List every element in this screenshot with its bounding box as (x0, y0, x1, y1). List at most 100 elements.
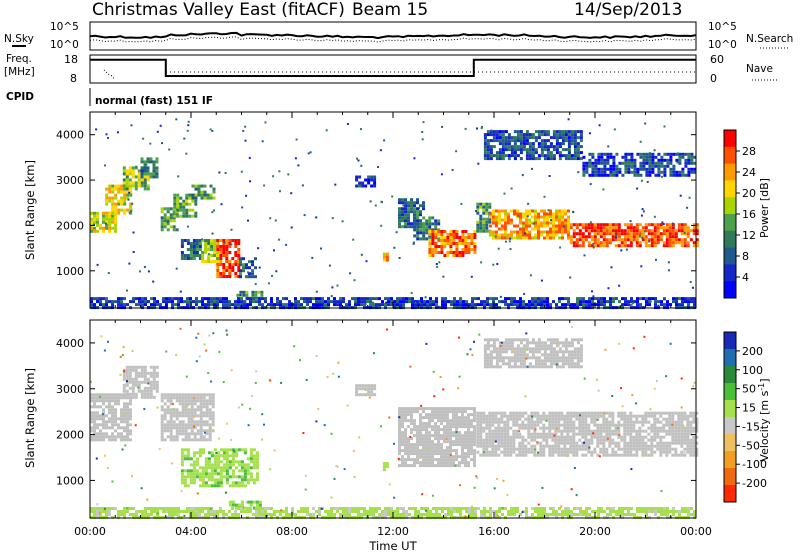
power-cell (522, 236, 525, 240)
power-cell (380, 224, 383, 227)
velocity-ground-scatter-cell (579, 350, 583, 354)
velocity-ground-scatter-cell (611, 447, 615, 451)
power-cell (452, 254, 456, 257)
velocity-ground-scatter-cell (506, 438, 510, 442)
power-cell (695, 223, 699, 227)
power-cell (491, 215, 495, 219)
velocity-ground-scatter-cell (620, 435, 624, 439)
power-cell (525, 130, 529, 134)
power-cell (146, 166, 150, 170)
velocity-ground-scatter-cell (473, 440, 476, 444)
velocity-ground-scatter-cell (566, 411, 570, 415)
power-cell (609, 155, 613, 159)
velocity-ground-scatter-cell (552, 347, 556, 351)
power-cell (198, 300, 201, 304)
velocity-ground-scatter-cell (422, 458, 425, 462)
power-colorbar-swatch (724, 130, 736, 148)
power-cell (111, 187, 115, 191)
velocity-cell (219, 475, 223, 479)
power-cell (584, 238, 588, 242)
power-cell (588, 303, 591, 307)
velocity-ground-scatter-cell (461, 446, 464, 450)
power-cell (690, 158, 694, 162)
velocity-ground-scatter-cell (199, 396, 203, 400)
power-cell (543, 157, 547, 161)
power-cell (549, 230, 552, 234)
velocity-ground-scatter-cell (111, 393, 114, 397)
power-cell (239, 303, 241, 306)
power-cell (656, 232, 660, 236)
power-cell (127, 198, 130, 201)
power-cell (461, 239, 465, 242)
velocity-ground-scatter-cell (492, 344, 496, 348)
velocity-ground-scatter-cell (114, 420, 117, 424)
velocity-ground-scatter-cell (205, 420, 209, 424)
velocity-ground-scatter-cell (587, 432, 591, 436)
power-cell (681, 152, 685, 156)
power-cell (459, 303, 462, 307)
power-cell (155, 169, 159, 173)
velocity-ground-scatter-cell (650, 444, 654, 448)
power-cell (422, 207, 425, 211)
velocity-ground-scatter-cell (458, 419, 461, 423)
velocity-ground-scatter-cell (545, 417, 549, 421)
power-cell (242, 269, 245, 273)
velocity-ground-scatter-cell (617, 423, 621, 427)
power-cell (455, 254, 459, 257)
velocity-ground-scatter-cell (608, 438, 612, 442)
velocity-cell (204, 481, 208, 485)
power-cell (558, 209, 561, 213)
velocity-cell (195, 463, 199, 467)
power-cell (108, 220, 111, 224)
velocity-ground-scatter-cell (473, 425, 476, 429)
velocity-ground-scatter-cell (93, 402, 96, 406)
velocity-cell (219, 484, 223, 488)
velocity-ground-scatter-cell (569, 435, 573, 439)
velocity-cell (213, 484, 217, 488)
velocity-ground-scatter-cell (549, 350, 553, 354)
power-colorbar-swatch (724, 247, 736, 265)
power-cell (660, 170, 664, 174)
power-cell (169, 216, 173, 220)
power-cell (617, 223, 621, 227)
velocity-ground-scatter-cell (178, 429, 182, 433)
velocity-ground-scatter-cell (683, 435, 687, 439)
power-cell (140, 184, 144, 188)
power-cell (665, 241, 669, 245)
power-cell (570, 303, 573, 307)
velocity-ground-scatter-cell (626, 432, 630, 436)
power-cell (597, 158, 601, 162)
velocity-ground-scatter-cell (578, 426, 582, 430)
velocity-ground-scatter-cell (587, 441, 591, 445)
power-cell (153, 297, 156, 301)
power-cell (642, 210, 645, 213)
velocity-ground-scatter-cell (160, 438, 164, 442)
velocity-ground-scatter-cell (172, 435, 176, 439)
power-cell (668, 241, 672, 245)
velocity-ground-scatter-cell (489, 353, 493, 357)
power-cell (528, 148, 532, 152)
power-cell (667, 261, 670, 264)
velocity-ground-scatter-cell (422, 422, 425, 426)
power-cell (156, 130, 159, 133)
power-cell (474, 297, 477, 301)
velocity-ground-scatter-cell (668, 411, 672, 415)
velocity-ground-scatter-cell (543, 341, 547, 345)
velocity-ground-scatter-cell (555, 359, 559, 363)
power-cell (461, 230, 465, 233)
velocity-ground-scatter-cell (452, 416, 455, 420)
velocity-ground-scatter-cell (570, 365, 574, 369)
power-cell (208, 253, 210, 256)
power-cell (564, 136, 568, 140)
velocity-ground-scatter-cell (470, 437, 473, 441)
power-cell (111, 211, 115, 215)
velocity-ground-scatter-cell (404, 407, 407, 411)
velocity-ground-scatter-cell (665, 429, 669, 433)
velocity-ground-scatter-cell (125, 389, 129, 393)
power-cell (528, 145, 532, 149)
power-cell (624, 155, 628, 159)
power-cell (209, 184, 213, 188)
power-cell (372, 303, 375, 307)
velocity-ground-scatter-cell (659, 438, 663, 442)
power-cell (683, 238, 687, 242)
